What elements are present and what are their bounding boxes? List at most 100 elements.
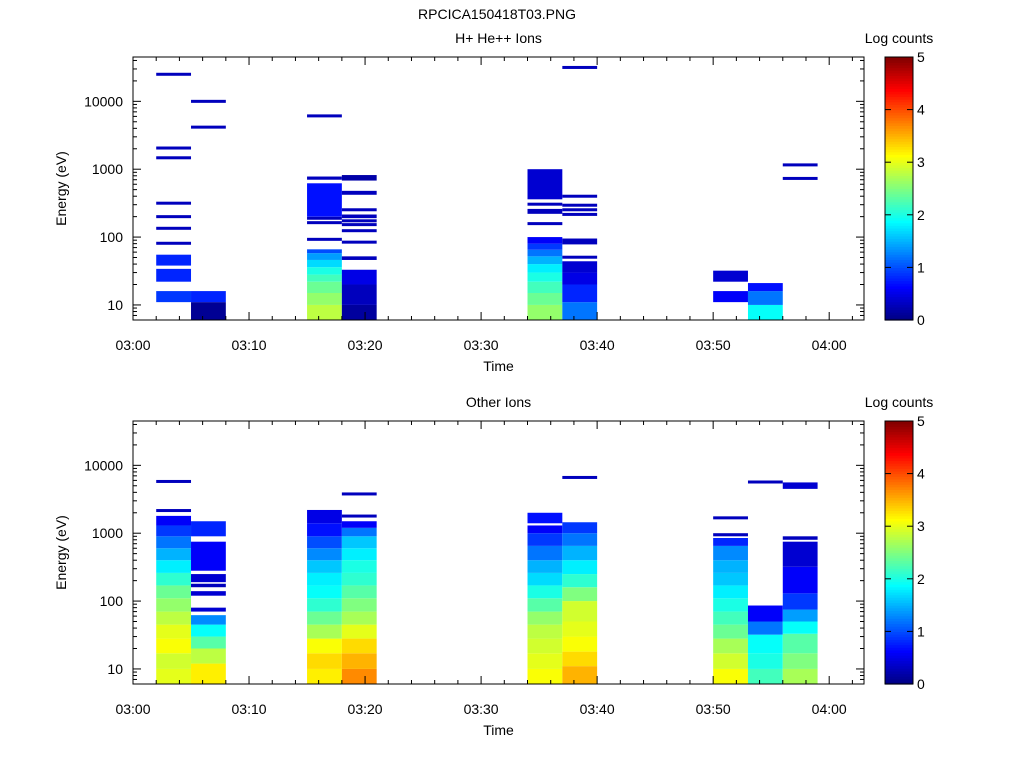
spectrogram-cell	[307, 624, 342, 639]
colorbar-step	[885, 57, 913, 61]
colorbar-step	[885, 180, 913, 184]
spectrogram-cell	[747, 634, 783, 654]
colorbar-step	[885, 314, 913, 318]
colorbar-step	[885, 167, 913, 171]
x-tick-label: 03:10	[232, 337, 267, 353]
spectrogram-column	[782, 163, 818, 180]
colorbar-tick-label: 0	[917, 312, 925, 328]
spectrogram-cell	[562, 203, 598, 207]
spectrogram-column	[562, 65, 598, 320]
colorbar-step	[885, 505, 913, 509]
spectrogram-cell	[527, 668, 563, 684]
colorbar-step	[885, 497, 913, 501]
spectrogram-cell	[341, 175, 377, 181]
spectrogram-cell	[562, 194, 598, 198]
colorbar-step	[885, 449, 913, 454]
spectrogram-cell	[782, 593, 818, 610]
spectrogram-cell	[307, 611, 342, 625]
spectrogram-column	[191, 521, 226, 684]
colorbar-step	[885, 230, 913, 234]
spectrogram-cell	[713, 611, 748, 625]
colorbar-step	[885, 439, 913, 443]
spectrogram-cell	[307, 216, 342, 220]
colorbar-step	[885, 75, 913, 79]
colorbar-step	[885, 634, 913, 638]
colorbar-step	[885, 225, 913, 229]
x-tick-label: 03:20	[348, 701, 383, 717]
spectrogram-cell	[562, 636, 598, 652]
colorbar-step	[885, 484, 913, 488]
x-tick-label: 04:00	[812, 337, 847, 353]
colorbar-step	[885, 649, 913, 654]
colorbar-step	[885, 568, 913, 572]
y-tick-label: 100	[100, 593, 124, 609]
spectrogram-cell	[307, 638, 342, 654]
y-tick-label: 10000	[84, 93, 123, 109]
colorbar-step	[885, 135, 913, 140]
spectrogram-cell	[527, 249, 563, 257]
spectrogram-cell	[562, 208, 598, 212]
spectrogram-cell	[307, 114, 342, 118]
colorbar-step	[885, 262, 913, 266]
panel-title: H+ He++ Ions	[455, 30, 542, 46]
x-axis-label: Time	[483, 722, 514, 738]
colorbar-step	[885, 502, 913, 506]
x-tick-label: 04:00	[812, 701, 847, 717]
colorbar-step	[885, 162, 913, 166]
colorbar-tick-label: 0	[917, 676, 925, 692]
spectrogram-cell	[156, 72, 192, 76]
spectrogram-cell	[307, 560, 342, 573]
colorbar-step	[885, 67, 913, 71]
spectrogram-cell	[562, 261, 598, 273]
colorbar-step	[885, 647, 913, 651]
spectrogram-cell	[713, 516, 748, 520]
colorbar-step	[885, 442, 913, 446]
spectrogram-cell	[307, 221, 342, 225]
spectrogram-cell	[562, 212, 598, 216]
colorbar-step	[885, 72, 913, 77]
colorbar-step	[885, 280, 913, 284]
spectrogram-cell	[562, 65, 598, 69]
spectrogram-cell	[782, 541, 818, 567]
colorbar-step	[885, 510, 913, 514]
spectrogram-cell	[562, 587, 598, 602]
colorbar-step	[885, 586, 913, 590]
x-tick-label: 03:50	[696, 701, 731, 717]
y-tick-label: 10	[107, 297, 123, 313]
spectrogram-cell	[747, 605, 783, 622]
colorbar-step	[885, 233, 913, 237]
colorbar-step	[885, 196, 913, 200]
colorbar-step	[885, 515, 913, 519]
x-tick-label: 03:10	[232, 701, 267, 717]
colorbar-step	[885, 309, 913, 313]
colorbar-step	[885, 612, 913, 617]
spectrogram-cell	[713, 668, 748, 684]
colorbar-step	[885, 120, 913, 124]
spectrogram-cell	[527, 237, 563, 244]
colorbar-step	[885, 641, 913, 646]
spectrogram-cell	[341, 219, 377, 223]
colorbar-step	[885, 312, 913, 316]
spectrogram-cell	[156, 560, 192, 573]
spectrogram-column	[782, 482, 818, 684]
colorbar-step	[885, 285, 913, 290]
colorbar-step	[885, 209, 913, 213]
spectrogram-cell	[191, 636, 226, 649]
spectrogram-cell	[562, 475, 598, 479]
colorbar-step	[885, 478, 913, 483]
spectrogram-cell	[307, 653, 342, 669]
colorbar-step	[885, 507, 913, 512]
colorbar-step	[885, 206, 913, 211]
spectrogram-cell	[307, 176, 342, 180]
spectrogram-cell	[527, 304, 563, 320]
colorbar-step	[885, 298, 913, 303]
spectrogram-cell	[156, 653, 192, 669]
colorbar-step	[885, 154, 913, 158]
spectrogram-cell	[562, 545, 598, 561]
colorbar-step	[885, 256, 913, 261]
spectrogram-cell	[341, 572, 377, 586]
spectrogram-cell	[156, 638, 192, 654]
spectrogram-cell	[782, 609, 818, 622]
spectrogram-cell	[713, 291, 748, 303]
spectrogram-cell	[307, 536, 342, 549]
